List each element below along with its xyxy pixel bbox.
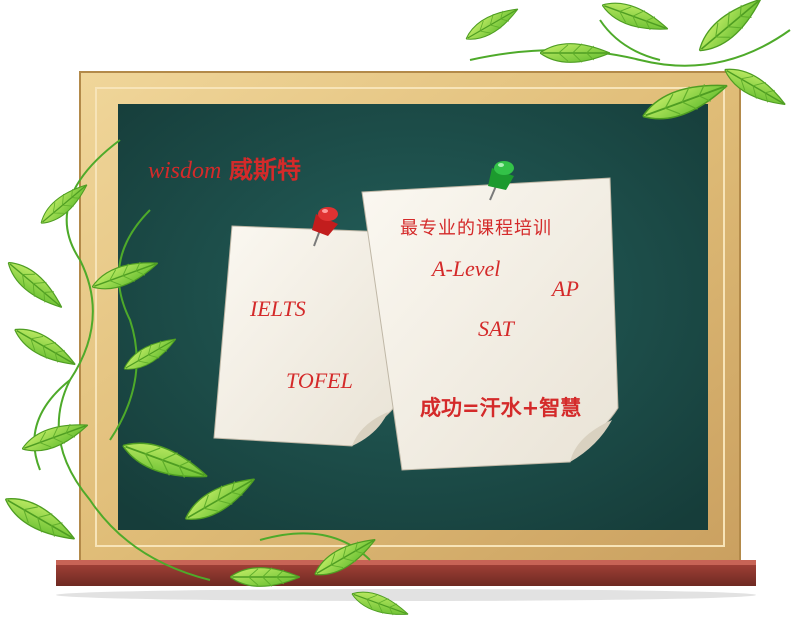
course-sat: SAT (478, 316, 514, 341)
course-tofel: TOFEL (286, 368, 353, 393)
brand-title: wisdom 威斯特 (148, 150, 301, 185)
note-card-left (213, 225, 399, 447)
red-pushpin-icon (312, 207, 338, 247)
slogan: 成功=汗水+智慧 (420, 396, 582, 420)
brand-latin: wisdom (148, 158, 222, 184)
course-ap: AP (552, 276, 579, 301)
vine-decoration-top-right (469, 19, 791, 67)
frame-inner-bevel (95, 87, 725, 547)
ledge-shadow (56, 589, 756, 601)
green-pushpin-icon (488, 161, 514, 201)
brand-cjk: 威斯特 (229, 156, 301, 184)
note-card-right (361, 177, 619, 471)
course-a-level: A-Level (432, 256, 501, 281)
vine-decoration-left (33, 139, 371, 581)
course-ielts: IELTS (250, 296, 306, 321)
note-heading: 最专业的课程培训 (400, 218, 552, 239)
